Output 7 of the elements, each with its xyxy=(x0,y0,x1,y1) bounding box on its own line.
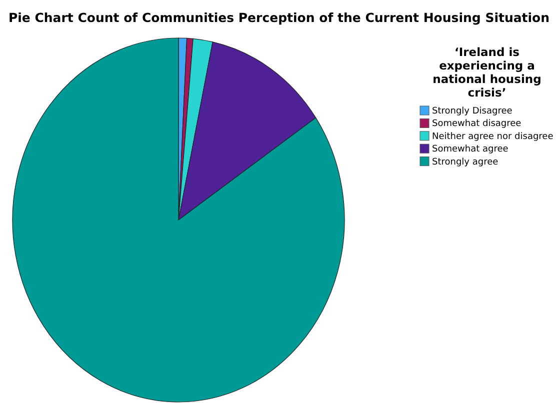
chart-title: Pie Chart Count of Communities Perception of the Current Housing Situation xyxy=(8,10,550,25)
legend-title: ‘Ireland is experiencing a national housing crisis’ xyxy=(432,45,542,100)
legend-label: Neither agree nor disagree xyxy=(432,132,554,142)
legend-label: Somewhat agree xyxy=(432,144,509,155)
legend-label: Strongly Disagree xyxy=(432,106,513,116)
legend-label: Strongly agree xyxy=(432,157,499,168)
legend-label: Somewhat disagree xyxy=(432,119,522,130)
